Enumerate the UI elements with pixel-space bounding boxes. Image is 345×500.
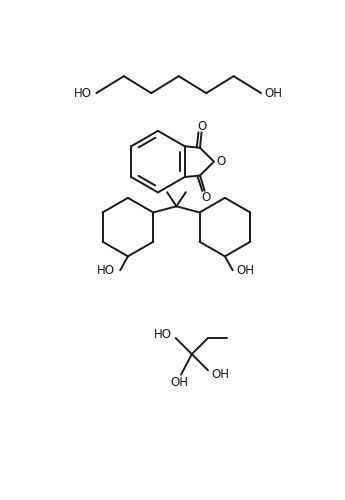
Text: HO: HO bbox=[97, 264, 115, 276]
Text: OH: OH bbox=[236, 264, 254, 276]
Text: O: O bbox=[216, 155, 225, 168]
Text: O: O bbox=[201, 190, 211, 203]
Text: HO: HO bbox=[74, 86, 92, 100]
Text: O: O bbox=[197, 120, 206, 132]
Text: OH: OH bbox=[170, 376, 188, 389]
Text: HO: HO bbox=[154, 328, 171, 342]
Text: OH: OH bbox=[211, 368, 229, 380]
Text: OH: OH bbox=[265, 86, 283, 100]
